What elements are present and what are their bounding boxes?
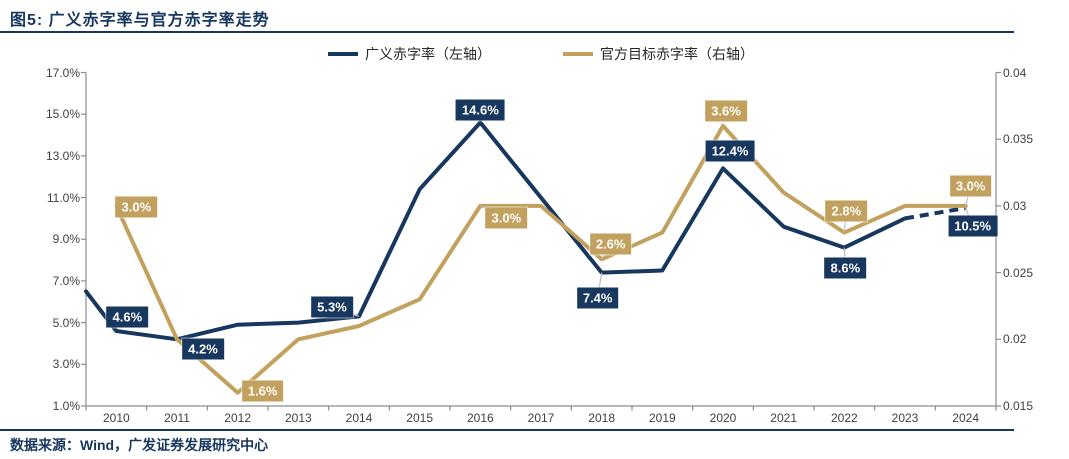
data-label-2014-left: 5.3% — [311, 296, 353, 318]
right-axis-tick-label: 0.03 — [1003, 198, 1027, 213]
x-axis-year-label: 2016 — [466, 411, 494, 425]
data-label-2024-right: 3.0% — [949, 175, 992, 197]
x-axis-year-label: 2021 — [770, 411, 797, 425]
right-axis-tick-label: 0.015 — [1003, 399, 1034, 413]
data-label-2022-left: 8.6% — [824, 257, 867, 279]
data-label-2010-left: 4.6% — [106, 306, 149, 328]
navy-line-swatch — [328, 52, 358, 56]
series-line-right — [114, 123, 968, 395]
data-label-2016-right: 3.0% — [485, 207, 528, 229]
x-axis-year-label: 2015 — [406, 411, 433, 425]
x-axis-year-label: 2019 — [648, 411, 676, 425]
data-label-2010-right: 3.0% — [115, 196, 158, 218]
left-axis-tick-label: 13.0% — [45, 148, 80, 163]
left-axis-tick-label: 9.0% — [52, 232, 80, 247]
data-label-2016-left: 14.6% — [455, 99, 505, 121]
right-axis-tick-label: 0.04 — [1003, 65, 1027, 80]
data-label-2024-left: 10.5% — [948, 215, 998, 237]
chart-title: 图5: 广义赤字率与官方赤字率走势 — [10, 12, 270, 29]
title-underline — [0, 31, 1014, 33]
left-axis-tick-label: 5.0% — [52, 315, 80, 330]
x-axis-year-label: 2024 — [952, 411, 979, 425]
legend-item-official-deficit: 官方目标赤字率（右轴） — [563, 44, 754, 64]
right-axis-tick-label: 0.025 — [1003, 265, 1034, 280]
data-source-note: 数据来源：Wind，广发证券发展研究中心 — [10, 437, 269, 453]
legend-item-broad-deficit: 广义赤字率（左轴） — [328, 44, 491, 64]
legend: 广义赤字率（左轴） 官方目标赤字率（右轴） — [86, 44, 996, 64]
legend-label: 广义赤字率（左轴） — [365, 46, 491, 62]
data-label-2012-right: 1.6% — [241, 380, 284, 402]
left-axis-tick-label: 1.0% — [52, 399, 80, 413]
data-label-2011-left: 4.2% — [182, 338, 224, 360]
left-axis-tick-label: 17.0% — [45, 65, 80, 80]
series-line-forecast-dashed — [904, 206, 967, 221]
right-axis-tick-label: 0.035 — [1003, 132, 1034, 147]
data-label-2020-left: 12.4% — [705, 140, 755, 162]
x-axis-year-label: 2023 — [891, 411, 919, 425]
x-axis-year-label: 2010 — [102, 411, 130, 425]
data-label-2020-right: 3.6% — [705, 100, 747, 122]
x-axis-year-label: 2018 — [588, 411, 615, 425]
left-axis-tick-label: 3.0% — [52, 357, 80, 372]
x-axis-year-label: 2013 — [284, 411, 312, 425]
data-label-2022-right: 2.8% — [825, 200, 868, 222]
footer-rule — [0, 429, 1014, 431]
data-label-2018-right: 2.6% — [589, 233, 632, 255]
x-axis-year-label: 2011 — [164, 411, 190, 425]
left-axis-tick-label: 15.0% — [45, 107, 80, 122]
gold-line-swatch — [563, 52, 593, 56]
data-label-2018-left: 7.4% — [576, 287, 619, 309]
x-axis-year-label: 2017 — [527, 411, 555, 425]
x-axis-year-label: 2014 — [345, 411, 373, 425]
x-axis-year-label: 2022 — [830, 411, 858, 425]
right-axis-tick-label: 0.02 — [1003, 332, 1027, 347]
series-line-left — [84, 120, 907, 342]
legend-label: 官方目标赤字率（右轴） — [600, 46, 754, 62]
left-axis-tick-label: 11.0% — [46, 190, 80, 205]
left-axis-tick-label: 7.0% — [52, 273, 80, 288]
x-axis-year-label: 2020 — [709, 411, 737, 425]
x-axis-year-label: 2012 — [224, 411, 251, 425]
